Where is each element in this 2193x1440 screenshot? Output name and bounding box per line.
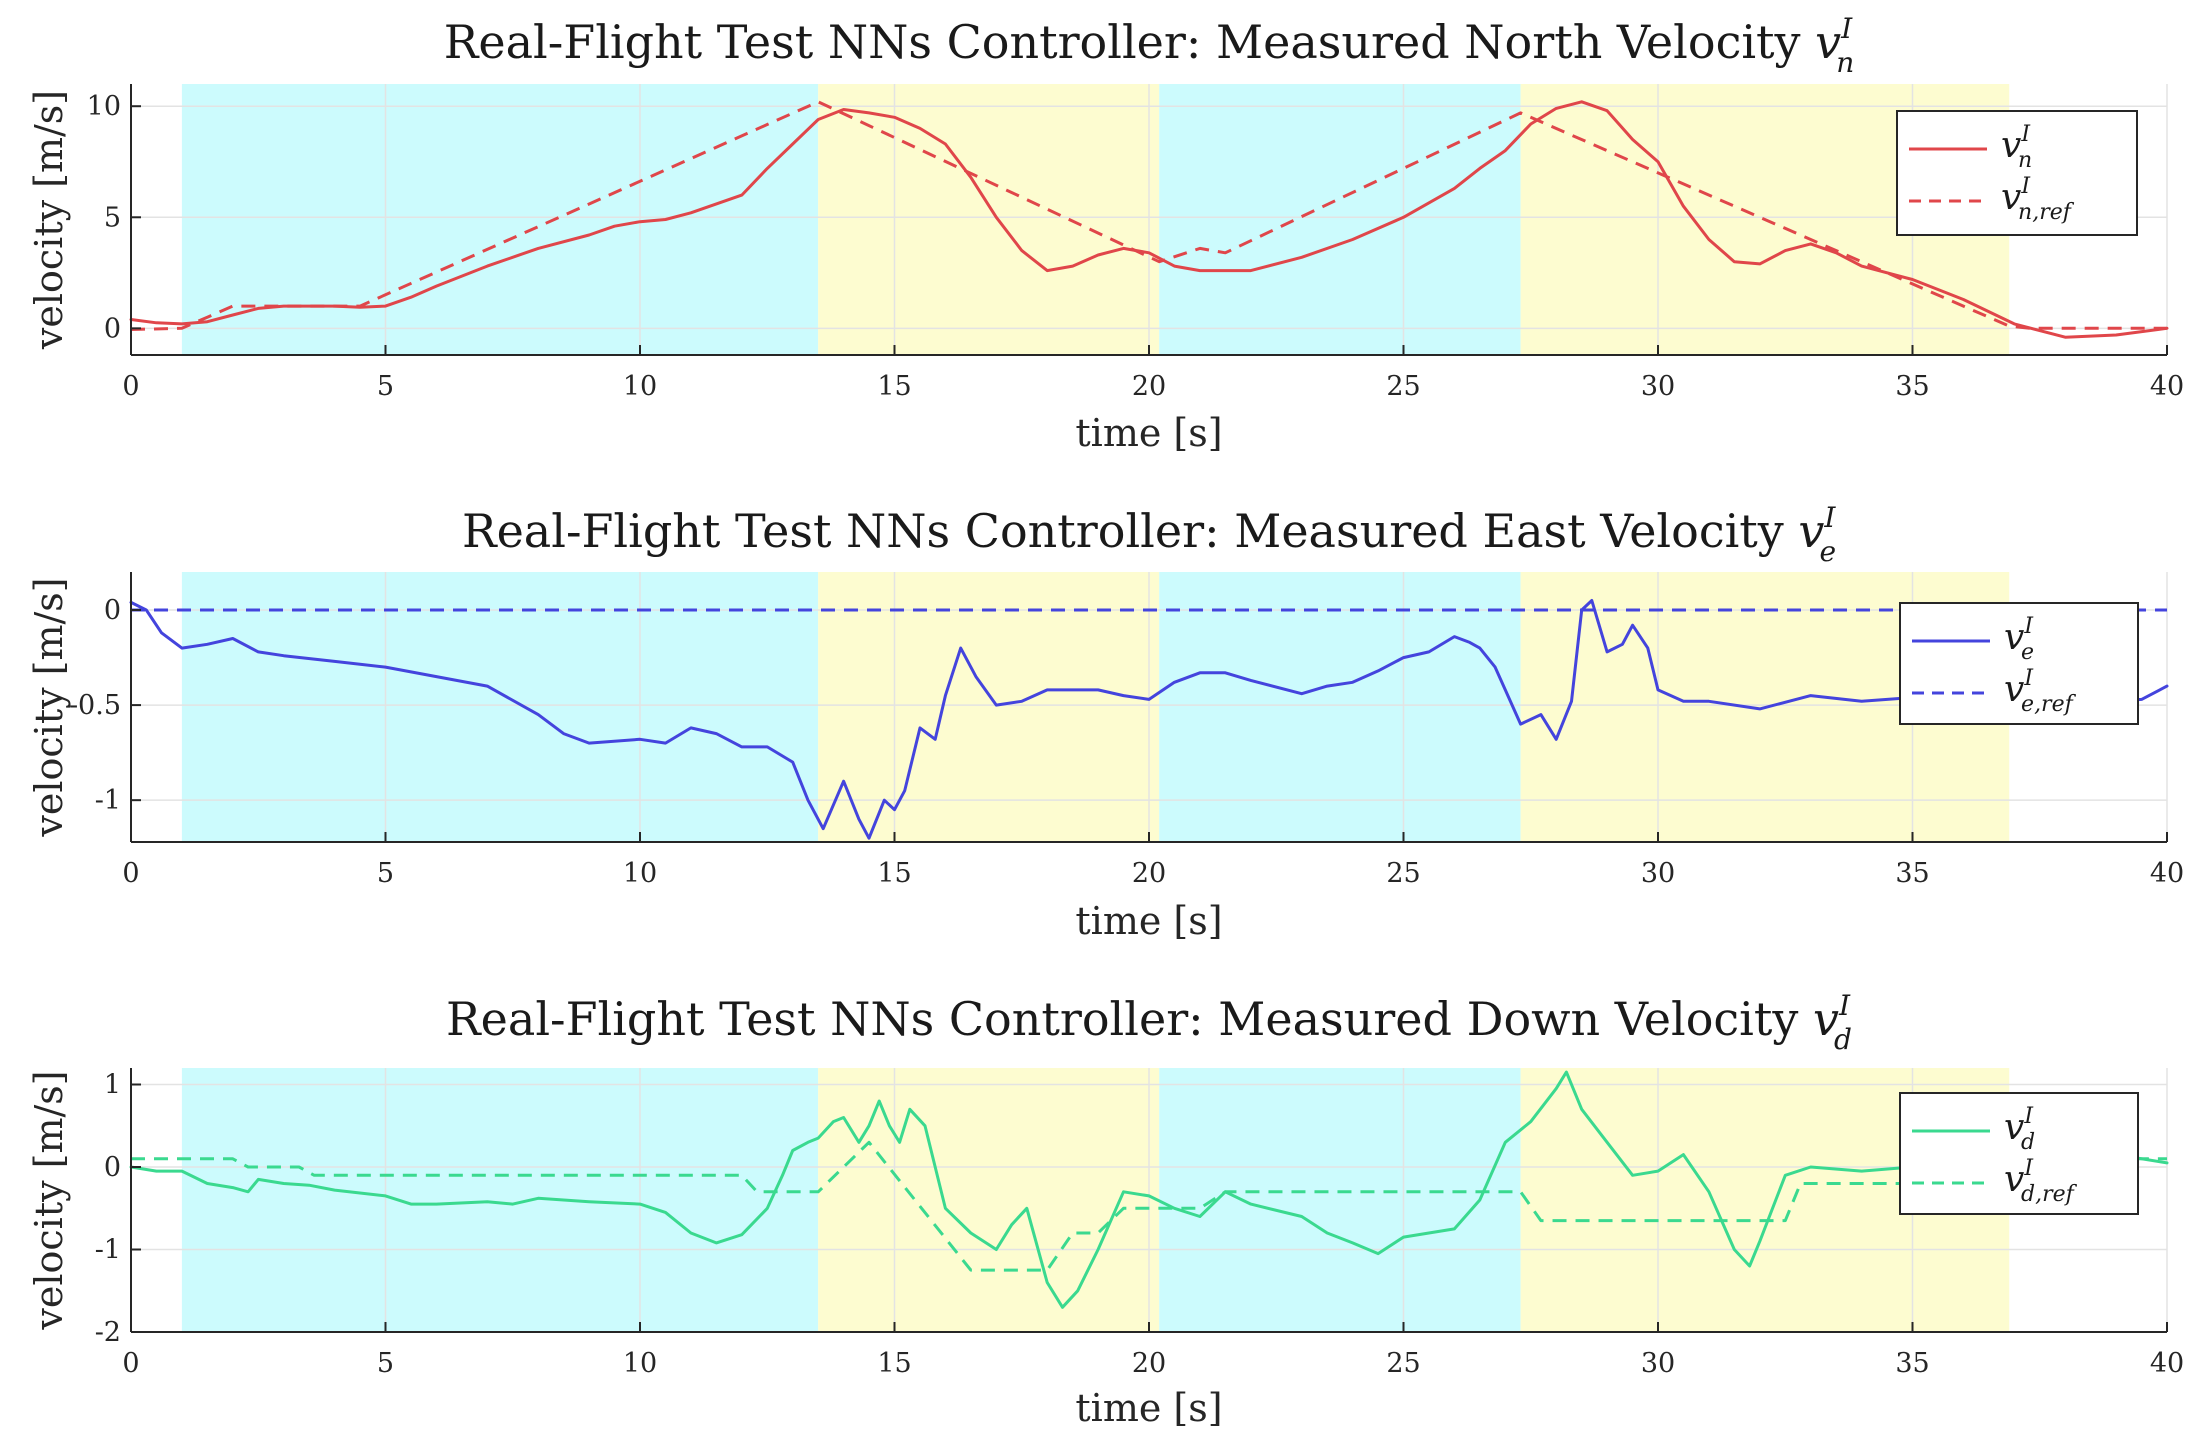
x-tick-label: 40 — [2150, 858, 2184, 889]
y-tick-label: 0 — [104, 595, 121, 626]
legend-label-reference: vI n,ref — [2001, 174, 2075, 225]
series-measured-line — [129, 1070, 2169, 1309]
x-tick-label: 25 — [1386, 371, 1420, 402]
legend-label-reference: vI d,ref — [2004, 1156, 2078, 1207]
shaded-region-cyan-3 — [1159, 84, 1521, 355]
y-tick-label: 10 — [87, 91, 121, 122]
legend-label-measured: vI n — [2001, 122, 2032, 173]
x-tick-label: 25 — [1386, 1348, 1420, 1379]
shaded-region-cyan-1 — [181, 1068, 819, 1332]
legend-box — [1896, 110, 2138, 236]
shaded-region-cyan-1 — [181, 572, 819, 842]
x-axis-label: time [s] — [1075, 411, 1222, 455]
y-tick-label: 1 — [104, 1070, 121, 1101]
shaded-region-yellow-2 — [818, 1068, 1160, 1332]
x-tick-label: 15 — [877, 1348, 911, 1379]
x-tick-label: 15 — [877, 371, 911, 402]
series-measured-line — [129, 599, 2169, 840]
legend-box — [1899, 602, 2139, 725]
x-tick-label: 0 — [122, 371, 139, 402]
x-tick-label: 5 — [377, 371, 394, 402]
y-tick-label: 0 — [104, 313, 121, 344]
shaded-region-yellow-2 — [818, 84, 1160, 355]
x-tick-label: 20 — [1132, 1348, 1166, 1379]
x-tick-label: 10 — [623, 1348, 657, 1379]
x-tick-label: 5 — [377, 1348, 394, 1379]
chart-panel-2: 0 5 10 15 20 25 30 35 40 -1 -0.5 0 time [s] velocity … — [27, 501, 2184, 943]
x-tick-label: 40 — [2150, 1348, 2184, 1379]
x-tick-label: 10 — [623, 371, 657, 402]
x-tick-label: 25 — [1386, 858, 1420, 889]
x-tick-label: 35 — [1895, 1348, 1929, 1379]
y-tick-label: 0 — [104, 1152, 121, 1183]
x-tick-label: 0 — [122, 858, 139, 889]
x-tick-label: 10 — [623, 858, 657, 889]
y-tick-label: 5 — [104, 202, 121, 233]
chart-title: Real-Flight Test NNs Controller: Measure… — [444, 12, 1855, 79]
x-tick-label: 20 — [1132, 371, 1166, 402]
legend: vI dvI d,ref — [1899, 1092, 2139, 1215]
x-tick-label: 15 — [877, 858, 911, 889]
y-tick-label: -0.5 — [69, 690, 121, 721]
legend-label-measured: vI d — [2004, 1104, 2035, 1155]
x-tick-label: 35 — [1895, 371, 1929, 402]
y-tick-label: -1 — [95, 1235, 121, 1266]
x-tick-label: 35 — [1895, 858, 1929, 889]
x-tick-label: 30 — [1641, 1348, 1675, 1379]
series-measured-line — [129, 100, 2169, 339]
x-tick-label: 30 — [1641, 371, 1675, 402]
x-tick-label: 20 — [1132, 858, 1166, 889]
x-axis-label: time [s] — [1075, 899, 1222, 943]
legend-box — [1899, 1092, 2139, 1215]
shaded-region-cyan-3 — [1159, 572, 1521, 842]
shaded-region-cyan-1 — [181, 84, 819, 355]
x-tick-label: 30 — [1641, 858, 1675, 889]
chart-title: Real-Flight Test NNs Controller: Measure… — [462, 501, 1836, 568]
y-tick-label: -1 — [95, 785, 121, 816]
shaded-region-yellow-2 — [818, 572, 1160, 842]
y-axis-label: velocity [m/s] — [27, 90, 71, 350]
y-axis-label: velocity [m/s] — [27, 577, 71, 837]
y-axis-label: velocity [m/s] — [27, 1070, 71, 1330]
chart-title: Real-Flight Test NNs Controller: Measure… — [446, 989, 1852, 1056]
legend-label-reference: vI e,ref — [2004, 666, 2077, 717]
legend-label-measured: vI e — [2004, 614, 2034, 665]
chart-panel-3: 0 5 10 15 20 25 30 35 40 -2 -1 0 1 time [s] velocity [… — [27, 989, 2184, 1430]
legend: vI nvI n,ref — [1896, 110, 2138, 236]
shaded-region-cyan-3 — [1159, 1068, 1521, 1332]
x-axis-label: time [s] — [1075, 1386, 1222, 1430]
x-tick-label: 0 — [122, 1348, 139, 1379]
series-reference-line — [130, 100, 2167, 331]
x-tick-label: 40 — [2150, 371, 2184, 402]
y-tick-label: -2 — [95, 1317, 121, 1348]
legend: vI evI e,ref — [1899, 602, 2139, 725]
chart-panel-1: 0 5 10 15 20 25 30 35 40 0 5 10 time [s] velocity [m/… — [27, 12, 2184, 455]
x-tick-label: 5 — [377, 858, 394, 889]
